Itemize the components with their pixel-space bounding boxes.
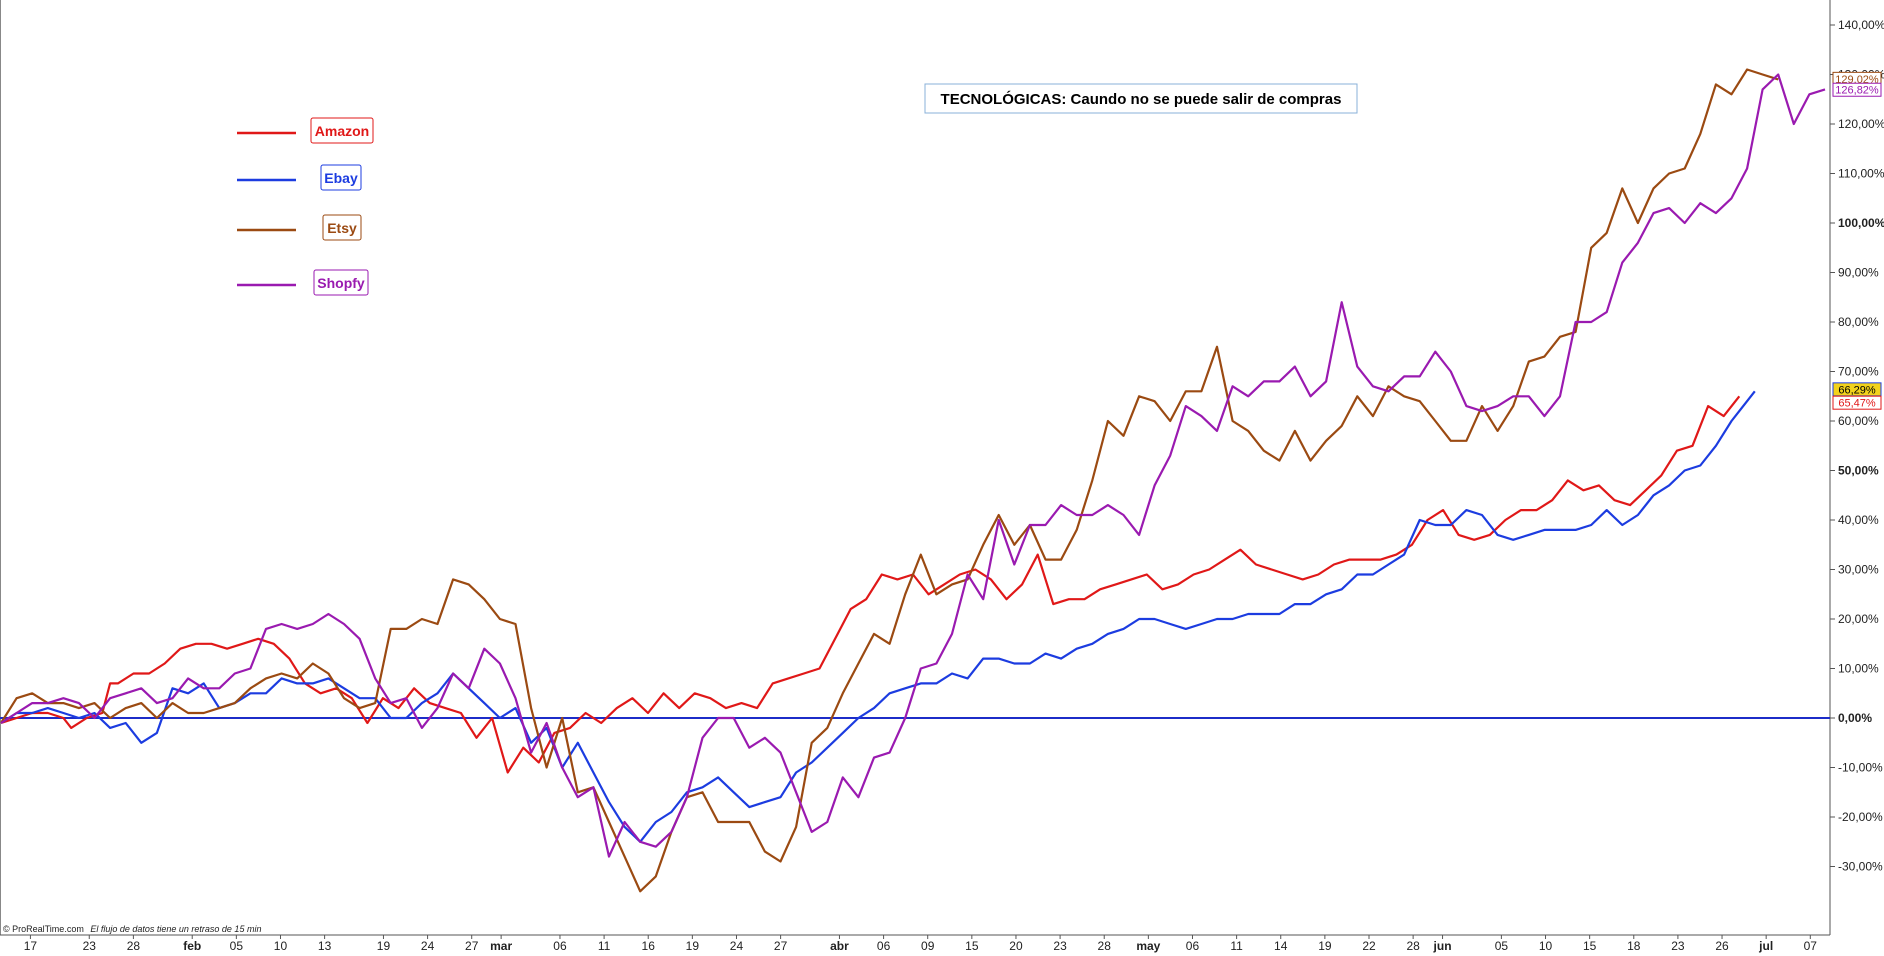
legend-label-shopfy: Shopfy — [317, 275, 365, 291]
legend-label-amazon: Amazon — [315, 123, 369, 139]
x-tick-label: jun — [1433, 939, 1452, 953]
legend-box-etsy — [322, 214, 362, 241]
series-line-shopfy — [0, 73, 1826, 858]
x-tick-label: 06 — [877, 939, 891, 953]
x-tick-label: 15 — [965, 939, 979, 953]
x-tick-label: abr — [830, 939, 849, 953]
y-tick-label: 60,00% — [1838, 414, 1879, 428]
x-tick-label: 05 — [1495, 939, 1509, 953]
x-tick-label: 24 — [730, 939, 744, 953]
footer-note: © ProRealTime.com El flujo de datos tien… — [3, 924, 261, 934]
x-tick-label: 15 — [1583, 939, 1597, 953]
legend-label-ebay: Ebay — [324, 170, 358, 186]
x-tick-label: 23 — [1671, 939, 1685, 953]
x-tick-label: 06 — [553, 939, 567, 953]
legend-box-amazon — [310, 117, 374, 144]
x-tick-label: 05 — [230, 939, 244, 953]
legend-label-etsy: Etsy — [327, 220, 357, 236]
y-tick-label: 30,00% — [1838, 563, 1879, 577]
x-tick-label: 09 — [921, 939, 935, 953]
x-tick-label: 17 — [24, 939, 38, 953]
x-tick-label: mar — [490, 939, 512, 953]
x-tick-label: 26 — [1715, 939, 1729, 953]
x-tick-label: jul — [1758, 939, 1773, 953]
x-tick-label: 10 — [274, 939, 288, 953]
x-tick-label: 28 — [1098, 939, 1112, 953]
series-line-ebay — [0, 390, 1756, 843]
x-tick-label: 27 — [465, 939, 479, 953]
last-value-label: 65,47% — [1838, 398, 1876, 410]
x-tick-label: 07 — [1804, 939, 1818, 953]
chart-title-box: TECNOLÓGICAS: Caundo no se puede salir d… — [924, 83, 1358, 114]
last-value-label: 66,29% — [1838, 384, 1876, 396]
x-tick-label: 16 — [642, 939, 656, 953]
legend-box-ebay — [320, 164, 362, 191]
series-line-amazon — [0, 395, 1741, 774]
series-line-etsy — [0, 68, 1779, 893]
y-tick-label: 80,00% — [1838, 315, 1879, 329]
legend-box-shopfy — [313, 269, 369, 296]
y-tick-label: 90,00% — [1838, 266, 1879, 280]
x-tick-label: 23 — [83, 939, 97, 953]
x-tick-label: feb — [183, 939, 201, 953]
footer-delay-note: El flujo de datos tiene un retraso de 15… — [90, 924, 261, 934]
y-tick-label: -30,00% — [1838, 860, 1883, 874]
y-tick-label: -10,00% — [1838, 761, 1883, 775]
legend: Amazon Ebay Etsy Shopfy — [237, 117, 374, 296]
x-tick-label: 11 — [1230, 939, 1243, 953]
y-tick-label: 110,00% — [1838, 167, 1884, 181]
x-tick-label: 19 — [1318, 939, 1332, 953]
x-tick-label: 28 — [1406, 939, 1420, 953]
x-tick-label: 06 — [1186, 939, 1200, 953]
x-tick-label: 10 — [1539, 939, 1553, 953]
x-tick-label: 13 — [318, 939, 332, 953]
chart-title-frame — [924, 83, 1358, 114]
x-tick-label: 23 — [1053, 939, 1067, 953]
x-tick-label: may — [1136, 939, 1160, 953]
x-tick-label: 22 — [1362, 939, 1376, 953]
x-tick-label: 14 — [1274, 939, 1288, 953]
x-tick-label: 18 — [1627, 939, 1641, 953]
x-tick-label: 19 — [686, 939, 700, 953]
x-tick-label: 20 — [1009, 939, 1023, 953]
last-value-badge — [1832, 395, 1882, 410]
y-tick-label: 0,00% — [1838, 711, 1872, 725]
x-tick-label: 11 — [598, 939, 611, 953]
chart-title: TECNOLÓGICAS: Caundo no se puede salir d… — [941, 90, 1342, 108]
y-tick-label: 120,00% — [1838, 117, 1884, 131]
x-tick-label: 19 — [377, 939, 391, 953]
y-tick-label: 140,00% — [1838, 18, 1884, 32]
x-tick-label: 28 — [127, 939, 141, 953]
y-tick-label: 70,00% — [1838, 365, 1879, 379]
y-tick-label: 100,00% — [1838, 216, 1884, 230]
y-tick-label: 40,00% — [1838, 513, 1879, 527]
last-value-label: 126,82% — [1835, 85, 1879, 97]
x-tick-label: 24 — [421, 939, 435, 953]
y-tick-label: 20,00% — [1838, 612, 1879, 626]
footer-source: © ProRealTime.com — [3, 924, 84, 934]
last-value-badge — [1832, 82, 1882, 97]
series-lines — [0, 68, 1826, 893]
y-tick-label: -20,00% — [1838, 810, 1883, 824]
y-tick-label: 50,00% — [1838, 464, 1879, 478]
x-tick-label: 27 — [774, 939, 788, 953]
y-tick-label: 10,00% — [1838, 662, 1879, 676]
